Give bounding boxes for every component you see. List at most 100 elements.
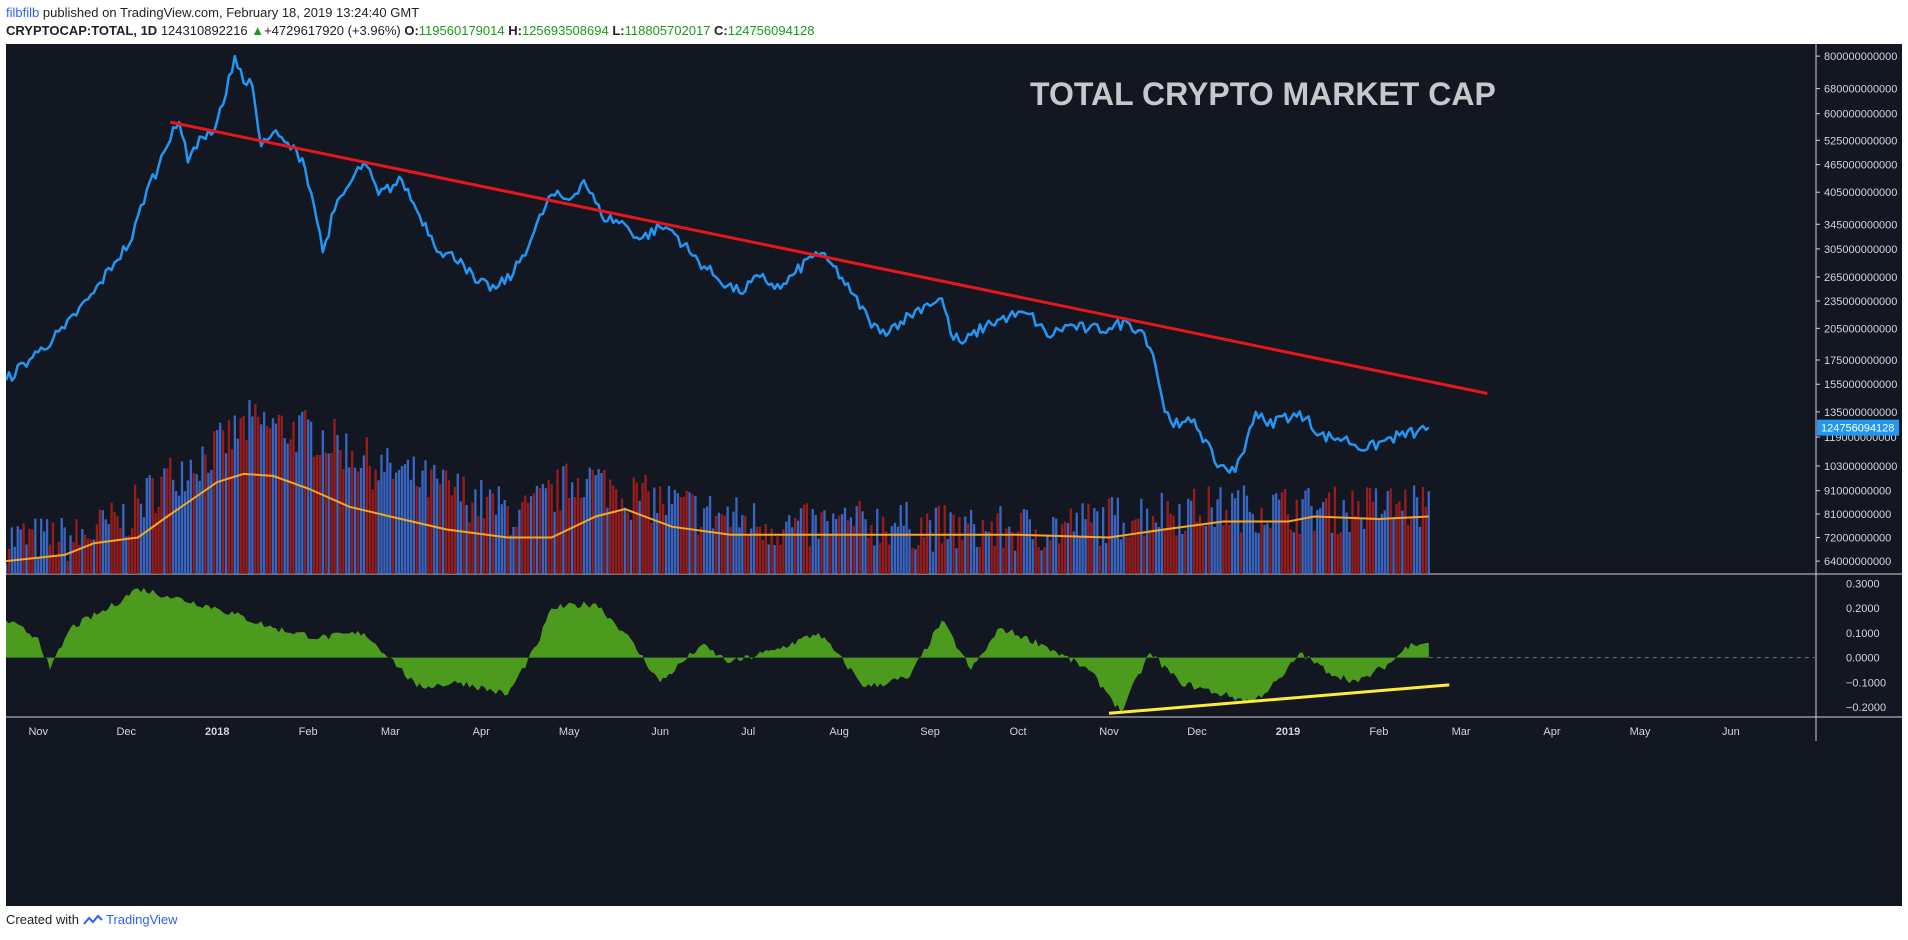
volume-bar (837, 515, 841, 574)
volume-bar (16, 526, 19, 574)
volume-bar (934, 507, 938, 574)
volume-bar (157, 506, 160, 574)
time-axis-label: Feb (1369, 726, 1388, 738)
volume-bar (964, 516, 967, 574)
volume-bar (192, 472, 195, 574)
volume-bar (1022, 509, 1026, 574)
volume-bar (1351, 490, 1354, 574)
volume-bar (685, 490, 688, 574)
high-value: 125693508694 (521, 23, 609, 38)
price-axis-label: 800000000000 (1824, 51, 1897, 63)
volume-bar (60, 517, 63, 574)
symbol-name[interactable]: CRYPTOCAP:TOTAL, 1D (6, 23, 158, 38)
volume-bar (1304, 490, 1307, 574)
price-axis-label: 405000000000 (1824, 187, 1897, 199)
volume-bar (72, 542, 75, 574)
volume-bar (893, 522, 897, 574)
price-axis-label: 81000000000 (1824, 509, 1891, 521)
volume-bar (758, 526, 762, 574)
volume-bar (729, 526, 732, 574)
volume-bar (1377, 518, 1381, 574)
time-axis-label: Apr (473, 726, 490, 738)
price-axis-label: 72000000000 (1824, 533, 1891, 545)
volume-bar (1345, 512, 1348, 574)
volume-bar (1072, 531, 1075, 574)
volume-bar (1125, 536, 1128, 574)
volume-bar (1316, 510, 1319, 574)
volume-bar (386, 448, 389, 574)
volume-bar (339, 449, 342, 574)
volume-bar (802, 504, 806, 574)
volume-bar (876, 508, 879, 574)
volume-bar (1084, 519, 1087, 574)
time-axis-label: Nov (1099, 726, 1119, 738)
publisher-username[interactable]: filbfilb (6, 5, 40, 20)
volume-bar (1011, 531, 1014, 574)
volume-bar (104, 519, 107, 574)
volume-bar (512, 526, 515, 574)
volume-bar (1289, 529, 1293, 574)
volume-bar (1407, 524, 1410, 574)
volume-bar (791, 527, 794, 574)
volume-bar (230, 449, 234, 574)
volume-bar (22, 523, 25, 574)
volume-bar (1272, 494, 1275, 574)
volume-bar (1254, 532, 1257, 574)
volume-bar (1195, 521, 1199, 574)
volume-bar (482, 518, 486, 574)
volume-bar (647, 491, 650, 574)
volume-bar (365, 437, 368, 574)
volume-bar (251, 416, 254, 574)
volume-bar (843, 507, 847, 574)
tradingview-link[interactable]: TradingView (83, 912, 178, 927)
volume-bar (969, 509, 973, 574)
volume-bar (697, 534, 700, 574)
volume-bar (705, 506, 709, 574)
volume-bar (911, 547, 914, 574)
volume-bar (1204, 526, 1207, 574)
volume-bar (10, 527, 14, 574)
volume-bar (324, 452, 327, 574)
volume-bar (119, 527, 122, 574)
volume-bar (776, 536, 779, 574)
volume-bar (887, 544, 891, 574)
volume-bar (656, 512, 659, 574)
volume-bar (239, 417, 242, 574)
volume-bar (723, 515, 726, 574)
volume-bar (477, 516, 480, 574)
volume-bar (353, 467, 357, 574)
volume-bar (1409, 518, 1413, 574)
published-info: published on TradingView.com, February 1… (42, 5, 420, 20)
volume-bar (210, 469, 213, 574)
volume-bar (497, 486, 501, 574)
volume-bar (1090, 522, 1093, 574)
volume-bar (597, 469, 600, 574)
volume-bar (221, 430, 225, 574)
volume-bar (180, 461, 184, 574)
volume-bar (849, 517, 853, 574)
oscillator-axis-label: 0.0000 (1846, 653, 1880, 665)
volume-bar (1008, 526, 1011, 574)
volume-bar (1286, 514, 1290, 574)
volume-bar (931, 551, 935, 574)
volume-bar (1421, 487, 1425, 574)
volume-bar (867, 537, 870, 574)
price-chart[interactable]: TOTAL CRYPTO MARKET CAP 800000000000 6800… (6, 44, 1902, 906)
volume-bar (342, 469, 345, 574)
volume-bar (615, 489, 618, 574)
volume-bar (233, 415, 236, 574)
volume-bar (506, 506, 509, 574)
volume-bar (609, 479, 612, 574)
volume-bar (306, 419, 310, 574)
volume-bar (345, 433, 348, 574)
volume-bar (116, 516, 119, 574)
volume-bar (1216, 499, 1219, 574)
volume-bar (462, 476, 465, 574)
volume-bar (48, 544, 52, 574)
volume-bar (676, 493, 679, 574)
price-axis-label: 64000000000 (1824, 556, 1891, 568)
tradingview-logo-icon (83, 914, 103, 925)
price-axis-label: 465000000000 (1824, 160, 1897, 172)
volume-bar (236, 438, 239, 574)
volume-bar (1005, 528, 1008, 574)
